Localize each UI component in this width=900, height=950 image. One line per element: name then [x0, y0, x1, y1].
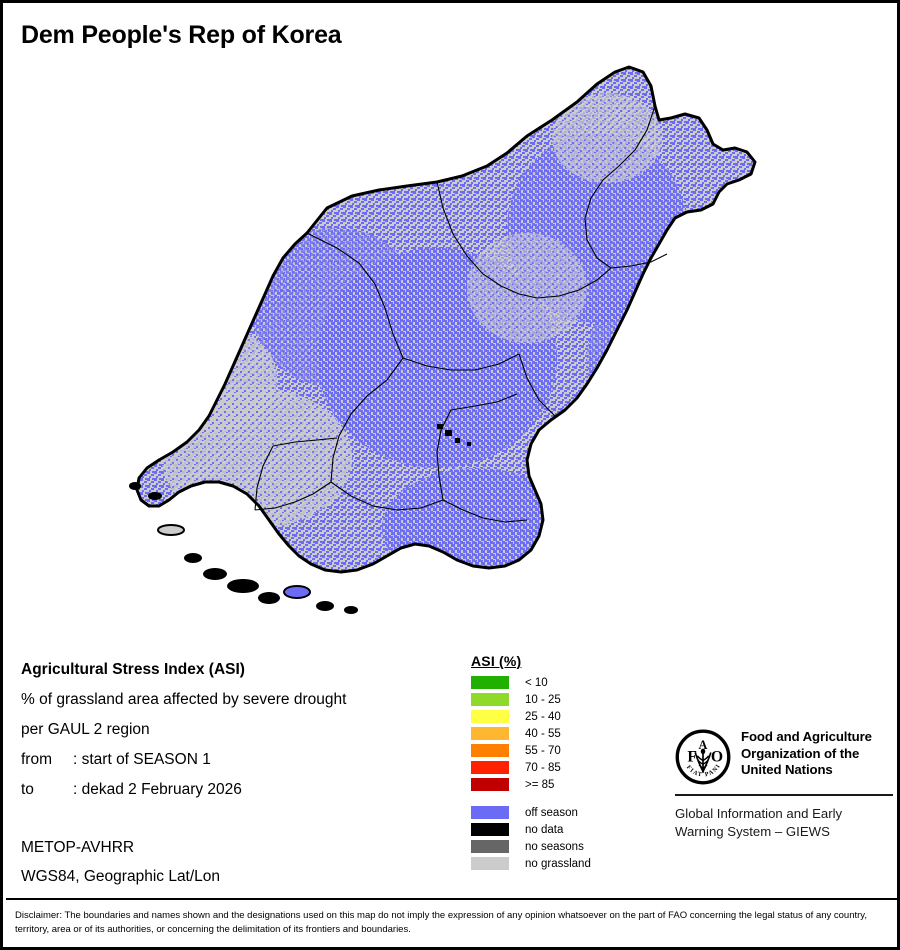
legend-item-70-85: 70 - 85 [471, 759, 661, 776]
legend-label-gte85: >= 85 [525, 778, 555, 791]
projection-label: WGS84, Geographic Lat/Lon [21, 868, 221, 885]
legend-item-gte85: >= 85 [471, 776, 661, 793]
legend-item-no-seasons: no seasons [471, 838, 661, 855]
disclaimer-text: Disclaimer: The boundaries and names sho… [15, 910, 867, 935]
legend-swatch-lt10 [471, 676, 509, 689]
map-canvas[interactable] [7, 58, 897, 643]
legend-label-no-grassland: no grassland [525, 857, 591, 870]
svg-text:F: F [687, 748, 697, 765]
legend-label-55-70: 55 - 70 [525, 744, 561, 757]
svg-text:O: O [711, 748, 723, 765]
info-period-to: to : dekad 2 February 2026 [21, 775, 461, 805]
legend-swatch-70-85 [471, 761, 509, 774]
info-period-from: from : start of SEASON 1 [21, 745, 461, 775]
fao-name-line-1: Food and Agriculture [741, 729, 872, 744]
legend-label-10-25: 10 - 25 [525, 693, 561, 706]
legend-swatch-25-40 [471, 710, 509, 723]
korea-map-svg [7, 58, 897, 643]
fao-logo-icon: F O A FIAT PANIS [675, 729, 731, 785]
period-to-value: : dekad 2 February 2026 [73, 781, 242, 798]
legend-label-off-season: off season [525, 806, 578, 819]
giews-line-1: Global Information and Early [675, 806, 843, 821]
legend-item-40-55: 40 - 55 [471, 725, 661, 742]
legend-label-no-data: no data [525, 823, 564, 836]
meta-block: METOP-AVHRR WGS84, Geographic Lat/Lon [21, 833, 461, 891]
legend-swatch-gte85 [471, 778, 509, 791]
svg-text:A: A [699, 738, 708, 752]
fao-branding: F O A FIAT PANIS Food and Agriculture Or… [675, 729, 893, 841]
legend-swatch-no-grassland [471, 857, 509, 870]
legend-item-off-season: off season [471, 804, 661, 821]
giews-name: Global Information and Early Warning Sys… [675, 805, 893, 841]
fao-name-line-3: United Nations [741, 762, 833, 777]
legend-label-70-85: 70 - 85 [525, 761, 561, 774]
period-to-key: to [21, 781, 34, 798]
fao-name-line-2: Organization of the [741, 745, 860, 761]
legend-label-lt10: < 10 [525, 676, 548, 689]
sensor-label: METOP-AVHRR [21, 839, 135, 856]
legend-swatch-no-data [471, 823, 509, 836]
legend-item-25-40: 25 - 40 [471, 708, 661, 725]
legend-swatch-40-55 [471, 727, 509, 740]
legend-swatch-55-70 [471, 744, 509, 757]
legend-item-lt10: < 10 [471, 674, 661, 691]
info-description-2: per GAUL 2 region [21, 721, 150, 738]
admin-boundaries [254, 105, 668, 523]
period-from-key: from [21, 751, 52, 768]
fao-divider [675, 794, 893, 796]
legend-label-40-55: 40 - 55 [525, 727, 561, 740]
legend-title: ASI (%) [471, 653, 522, 669]
page-title: Dem People's Rep of Korea [21, 21, 342, 49]
legend-swatch-no-seasons [471, 840, 509, 853]
disclaimer-divider [6, 898, 900, 900]
fao-name: Food and Agriculture Organization of the… [741, 729, 872, 779]
legend-item-10-25: 10 - 25 [471, 691, 661, 708]
legend-item-no-grassland: no grassland [471, 855, 661, 872]
period-from-value: : start of SEASON 1 [73, 751, 211, 768]
map-legend: ASI (%) < 10 10 - 25 25 - 40 40 - 55 55 … [471, 653, 661, 872]
legend-swatch-off-season [471, 806, 509, 819]
west-coast-islands [129, 482, 358, 614]
info-heading: Agricultural Stress Index (ASI) [21, 661, 245, 678]
legend-label-no-seasons: no seasons [525, 840, 584, 853]
legend-item-no-data: no data [471, 821, 661, 838]
legend-item-55-70: 55 - 70 [471, 742, 661, 759]
legend-label-25-40: 25 - 40 [525, 710, 561, 723]
info-description-1: % of grassland area affected by severe d… [21, 691, 347, 708]
no-data-patches [437, 424, 471, 446]
info-block: Agricultural Stress Index (ASI) % of gra… [21, 655, 461, 805]
legend-separator [471, 793, 661, 804]
legend-swatch-10-25 [471, 693, 509, 706]
giews-line-2: Warning System – GIEWS [675, 824, 830, 839]
